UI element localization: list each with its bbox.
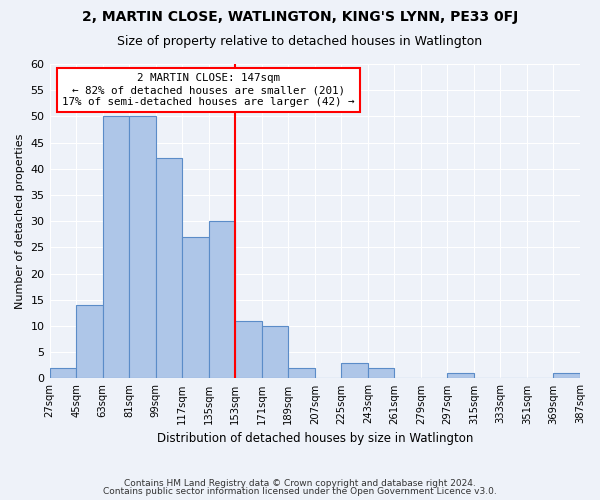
Bar [341,362,368,378]
Text: 2, MARTIN CLOSE, WATLINGTON, KING'S LYNN, PE33 0FJ: 2, MARTIN CLOSE, WATLINGTON, KING'S LYNN… [82,10,518,24]
Bar [129,116,155,378]
Text: Contains HM Land Registry data © Crown copyright and database right 2024.: Contains HM Land Registry data © Crown c… [124,478,476,488]
Bar [76,305,103,378]
Bar [288,368,315,378]
Bar [262,326,288,378]
X-axis label: Distribution of detached houses by size in Watlington: Distribution of detached houses by size … [157,432,473,445]
Bar [209,221,235,378]
Bar [103,116,129,378]
Text: Size of property relative to detached houses in Watlington: Size of property relative to detached ho… [118,35,482,48]
Text: 2 MARTIN CLOSE: 147sqm
← 82% of detached houses are smaller (201)
17% of semi-de: 2 MARTIN CLOSE: 147sqm ← 82% of detached… [62,74,355,106]
Text: Contains public sector information licensed under the Open Government Licence v3: Contains public sector information licen… [103,487,497,496]
Bar [155,158,182,378]
Bar [235,321,262,378]
Y-axis label: Number of detached properties: Number of detached properties [15,134,25,309]
Bar [448,373,474,378]
Bar [553,373,580,378]
Bar [368,368,394,378]
Bar [182,237,209,378]
Bar [50,368,76,378]
